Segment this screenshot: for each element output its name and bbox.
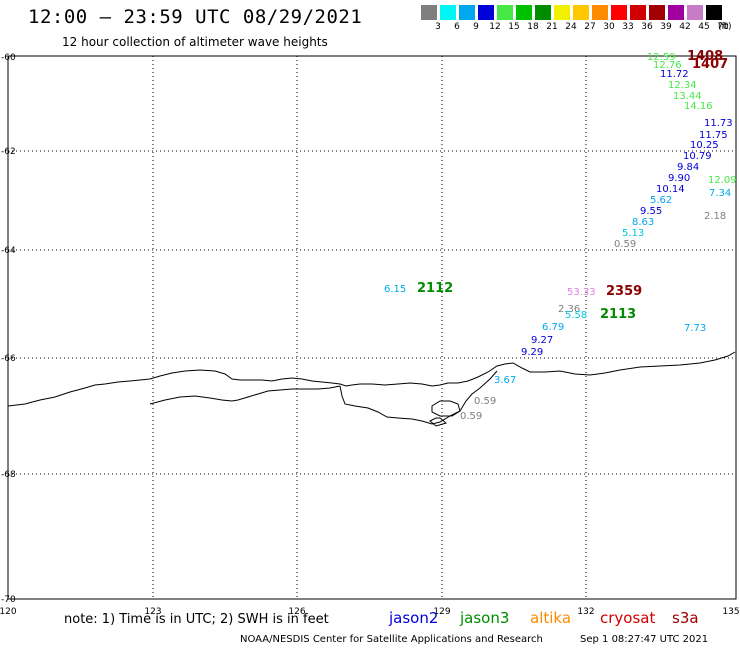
wave-height-label: 0.59 — [474, 396, 496, 407]
latitude-label: -60 — [1, 53, 16, 63]
wave-height-label: 1407 — [692, 57, 728, 72]
wave-height-label: 2.36 — [558, 304, 580, 315]
wave-height-label: 6.79 — [542, 322, 564, 333]
scale-label: 30 — [603, 22, 615, 32]
legend-altika: altika — [530, 609, 572, 627]
wave-height-label: 9.84 — [677, 162, 699, 173]
coastline-islet — [431, 400, 461, 417]
wave-height-label: 12.09 — [708, 175, 737, 186]
wave-height-label: 14.16 — [684, 101, 713, 112]
coastline-islet — [429, 417, 448, 427]
wave-height-label: 9.29 — [521, 347, 543, 358]
scale-label: 6 — [454, 22, 460, 32]
longitude-label: 126 — [288, 607, 305, 617]
scale-swatch — [478, 5, 494, 20]
scale-label: 3 — [435, 22, 441, 32]
scale-swatch — [440, 5, 456, 20]
scale-swatch — [535, 5, 551, 20]
wave-height-label: 1408 — [687, 49, 723, 64]
wave-height-label: 8.63 — [632, 217, 654, 228]
longitude-label: 123 — [144, 607, 161, 617]
wave-height-label: 0.59 — [460, 411, 482, 422]
scale-swatch — [649, 5, 665, 20]
wave-height-label: 7.73 — [684, 323, 706, 334]
scale-swatch — [573, 5, 589, 20]
scale-label: 45 — [698, 22, 710, 32]
wave-height-label: 11.72 — [660, 69, 689, 80]
scale-swatch — [592, 5, 608, 20]
wave-height-label: 9.90 — [668, 173, 690, 184]
longitude-label: 120 — [0, 607, 17, 617]
generated-timestamp: Sep 1 08:27:47 UTC 2021 — [580, 634, 709, 645]
wave-height-label: 0.59 — [614, 239, 636, 250]
wave-height-label: 11.75 — [699, 130, 728, 141]
wave-height-label: 10.14 — [656, 184, 685, 195]
page-subtitle: 12 hour collection of altimeter wave hei… — [62, 35, 328, 49]
scale-swatch — [516, 5, 532, 20]
legend-jason3: jason3 — [460, 609, 510, 627]
footer-note: note: 1) Time is in UTC; 2) SWH is in fe… — [64, 612, 329, 627]
wave-height-label: 5.13 — [622, 228, 644, 239]
wave-height-label: 3.67 — [494, 375, 516, 386]
wave-height-label: 53.33 — [567, 287, 596, 298]
scale-label: 12 — [489, 22, 501, 32]
scale-swatch — [630, 5, 646, 20]
legend-jason2: jason2 — [389, 609, 439, 627]
wave-height-label: 11.73 — [704, 118, 733, 129]
wave-height-label: 12.59 — [647, 52, 676, 63]
scale-swatch — [554, 5, 570, 20]
wave-height-color-scale: (ft) 3 6 9 12 15 18 21 24 27 30 33 36 39 42 45 70 — [421, 5, 732, 33]
scale-swatch — [668, 5, 684, 20]
scale-unit: (ft) — [718, 22, 732, 32]
scale-label: 15 — [508, 22, 520, 32]
longitude-label: 129 — [433, 607, 450, 617]
latitude-label: -68 — [1, 470, 16, 480]
wave-height-label: 9.55 — [640, 206, 662, 217]
legend-cryosat: cryosat — [600, 609, 656, 627]
wave-height-label: 2113 — [600, 307, 636, 322]
legend-s3a: s3a — [672, 609, 699, 627]
scale-label: 18 — [527, 22, 539, 32]
scale-label: 24 — [565, 22, 577, 32]
wave-height-label: 6.15 — [384, 284, 406, 295]
credit-text: NOAA/NESDIS Center for Satellite Applica… — [240, 634, 543, 645]
coastline — [7, 351, 736, 407]
wave-height-label: 2.18 — [704, 211, 726, 222]
latitude-label: -62 — [1, 147, 16, 157]
wave-height-label: 10.79 — [683, 151, 712, 162]
coastline-inner — [149, 370, 498, 425]
latitude-label: -70 — [1, 595, 16, 605]
wave-height-label: 9.27 — [531, 335, 553, 346]
latitude-label: -64 — [1, 246, 16, 256]
scale-swatch — [687, 5, 703, 20]
scale-swatch — [497, 5, 513, 20]
page-title: 12:00 – 23:59 UTC 08/29/2021 — [28, 6, 363, 28]
wave-height-label: 5.62 — [650, 195, 672, 206]
wave-height-label: 12.76 — [653, 60, 682, 71]
longitude-label: 135 — [722, 607, 739, 617]
scale-swatch — [611, 5, 627, 20]
latitude-label: -66 — [1, 354, 16, 364]
scale-swatch — [459, 5, 475, 20]
wave-height-label: 13.44 — [673, 91, 702, 102]
wave-height-label: 10.25 — [690, 140, 719, 151]
scale-swatch — [421, 5, 437, 20]
map-frame — [7, 55, 737, 600]
scale-label: 42 — [679, 22, 691, 32]
scale-label: 33 — [622, 22, 634, 32]
wave-height-label: 12.34 — [668, 80, 697, 91]
wave-height-label: 5.58 — [565, 310, 587, 321]
wave-height-label: 2359 — [606, 284, 642, 299]
scale-label: 36 — [641, 22, 653, 32]
scale-label: 21 — [546, 22, 558, 32]
scale-swatch — [706, 5, 722, 20]
wave-height-label: 2112 — [417, 281, 453, 296]
wave-height-label: 7.34 — [709, 188, 731, 199]
scale-label: 27 — [584, 22, 596, 32]
longitude-label: 132 — [577, 607, 594, 617]
scale-label: 9 — [473, 22, 479, 32]
scale-label: 70 — [717, 22, 729, 32]
scale-label: 39 — [660, 22, 672, 32]
